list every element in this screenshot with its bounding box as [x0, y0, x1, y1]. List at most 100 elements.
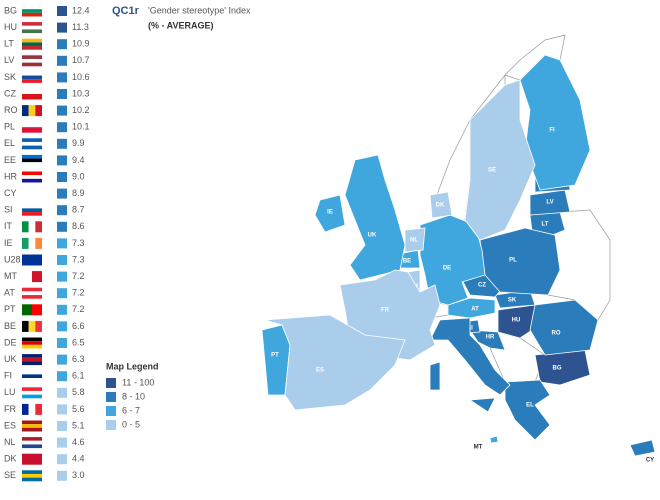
country-code: U28	[4, 254, 21, 264]
map: BGHULTLVSKCZROPLELEEHRCYSIITIEMTATPTBEDE…	[261, 54, 656, 464]
value-label: 9.0	[72, 171, 85, 181]
country-list: BG 12.4 HU 11.3 LT 10.9 LV 10.7 SK 10.6 CZ 10.3 RO 10…	[4, 5, 90, 482]
flag-stripe	[22, 424, 42, 428]
country-code: LT	[4, 39, 14, 49]
flag-stripe	[22, 387, 42, 391]
flag-stripe	[22, 453, 42, 465]
value-swatch	[57, 39, 67, 50]
flag-stripe	[22, 378, 42, 382]
flag-stripe	[28, 221, 36, 233]
flag-stripe	[22, 154, 42, 159]
map-legend: Map Legend 11 - 100 8 - 10 6 - 7 0 - 5	[106, 361, 159, 430]
flag-stripe	[22, 46, 42, 50]
map-label: PL	[509, 258, 517, 264]
value-swatch	[57, 155, 67, 166]
flag-stripe	[22, 138, 42, 142]
value-label: 10.6	[72, 72, 90, 82]
flag-stripe	[22, 470, 42, 474]
flag-stripe	[22, 79, 42, 83]
country-shape	[469, 329, 506, 351]
legend-label: 6 - 7	[122, 405, 140, 415]
value-label: 5.6	[72, 404, 85, 414]
map-label: IT	[455, 363, 461, 369]
value-swatch	[57, 421, 67, 431]
country-shape	[529, 189, 571, 216]
flag-stripe	[22, 121, 42, 128]
flag-stripe	[28, 320, 36, 332]
country-code: EE	[4, 155, 16, 165]
flag-stripe	[22, 354, 42, 358]
value-swatch	[57, 238, 67, 249]
map-label: SK	[508, 298, 517, 304]
value-label: 10.7	[72, 55, 90, 65]
map-label: LT	[542, 222, 549, 228]
country-code: NL	[4, 437, 16, 447]
country-code: UK	[4, 354, 17, 364]
country-shape	[519, 54, 591, 191]
country-code: CY	[4, 188, 17, 198]
legend-title: Map Legend	[106, 361, 159, 371]
flag-stripe	[22, 175, 42, 179]
flag-stripe	[35, 403, 42, 415]
flag-stripe	[22, 477, 42, 482]
flag-stripe	[22, 25, 42, 30]
title: 'Gender stereotype' Index	[148, 5, 251, 15]
flag-stripe	[22, 304, 32, 316]
map-label: SE	[488, 168, 496, 174]
value-swatch	[57, 105, 67, 116]
map-label: IE	[327, 210, 333, 216]
map-label: AT	[471, 307, 479, 313]
flag-stripe	[22, 38, 42, 43]
map-label: RO	[552, 331, 561, 337]
country-shape	[404, 227, 426, 253]
flag-stripe	[22, 337, 42, 342]
value-swatch	[57, 22, 67, 33]
value-swatch	[57, 72, 67, 83]
flag-stripe	[22, 171, 42, 176]
value-swatch	[57, 271, 67, 282]
country-code: HR	[4, 171, 17, 181]
flag-stripe	[28, 237, 36, 249]
flag-stripe	[22, 188, 42, 200]
flag-stripe	[22, 344, 42, 349]
flag-stripe	[28, 105, 36, 117]
flag-stripe	[35, 105, 42, 117]
map-label: HU	[512, 318, 521, 324]
country-shape	[429, 361, 441, 391]
flag-stripe	[22, 291, 42, 296]
country-shape	[479, 227, 561, 296]
flag-stripe	[22, 145, 42, 150]
flag-stripe	[22, 320, 29, 332]
country-code: DK	[4, 454, 17, 464]
map-label: FI	[549, 128, 555, 134]
flag-stripe	[22, 127, 42, 133]
flag-stripe	[22, 29, 42, 34]
country-code: MT	[4, 271, 17, 281]
country-shape	[447, 297, 496, 319]
flag-stripe	[22, 357, 42, 362]
flag-stripe	[22, 254, 42, 266]
flag-stripe	[22, 12, 42, 17]
flag-stripe	[28, 403, 36, 415]
flag-stripe	[22, 271, 32, 283]
map-label: EL	[526, 403, 534, 409]
flag-stripe	[22, 295, 42, 299]
country-code: EL	[4, 138, 15, 148]
flag-stripe	[22, 473, 42, 478]
country-code: IE	[4, 238, 13, 248]
country-code: LV	[4, 55, 14, 65]
value-label: 6.6	[72, 321, 85, 331]
value-label: 10.3	[72, 88, 90, 98]
value-label: 10.1	[72, 122, 90, 132]
country-code: SI	[4, 205, 13, 215]
flag-stripe	[22, 444, 42, 449]
value-swatch	[57, 437, 67, 448]
value-swatch	[57, 387, 67, 398]
non-eu-land	[424, 34, 611, 383]
value-swatch	[57, 55, 67, 66]
legend-label: 0 - 5	[122, 419, 140, 429]
map-label: PT	[271, 353, 279, 359]
flag-stripe	[22, 94, 42, 100]
country-code: FI	[4, 371, 12, 381]
